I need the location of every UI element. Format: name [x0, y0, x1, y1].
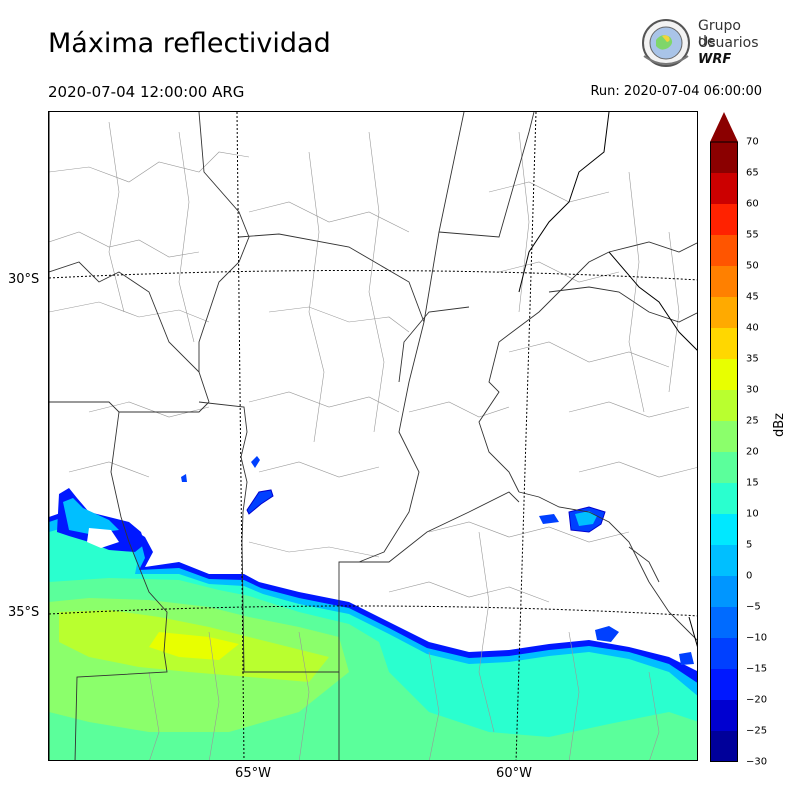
colorbar-tick-label: 20: [746, 446, 759, 458]
colorbar-tick-label: 15: [746, 477, 759, 489]
border-lines: [49, 112, 697, 760]
colorbar-tick-label: −10: [746, 632, 768, 644]
colorbar-svg: [710, 112, 738, 763]
cell-coast: [679, 652, 694, 665]
colorbar-tick-label: 5: [746, 539, 753, 551]
colorbar-swatch: [710, 669, 738, 701]
colorbar-tick-label: 35: [746, 353, 759, 365]
map-svg: [49, 112, 697, 760]
cell-small-east: [539, 514, 559, 524]
logo-text-line1: Grupo de: [698, 18, 741, 50]
colorbar-swatch: [710, 545, 738, 577]
cell-west-cyan: [63, 498, 119, 534]
colorbar-tick-label: 65: [746, 167, 759, 179]
lon-label-65w: 65°W: [235, 766, 271, 781]
logo-text-line3: WRF: [698, 52, 732, 67]
cell-west-hole: [87, 528, 119, 548]
colorbar-swatch: [710, 576, 738, 608]
lat-label-35s: 35°S: [8, 605, 40, 620]
valid-time: 2020-07-04 12:00:00 ARG: [48, 83, 245, 101]
colorbar-swatch: [710, 204, 738, 236]
lat-label-30s: 30°S: [8, 272, 40, 287]
colorbar-tick-label: −15: [746, 663, 768, 675]
colorbar-tick-label: 50: [746, 260, 759, 272]
colorbar-tick-label: −20: [746, 694, 768, 706]
colorbar-tick-label: 45: [746, 291, 759, 303]
logo-text-line2: Usuarios: [698, 35, 759, 51]
cell-cordoba: [246, 489, 274, 515]
colorbar-swatch: [710, 173, 738, 205]
colorbar-frame: [710, 141, 738, 762]
colorbar-swatch: [710, 359, 738, 391]
cell-rosario-core: [575, 511, 597, 526]
colorbar-tick-label: 10: [746, 508, 759, 520]
graticule: [49, 112, 697, 760]
lon-label-60w: 60°W: [496, 766, 532, 781]
colorbar-swatch: [710, 235, 738, 267]
colorbar-swatch: [710, 452, 738, 484]
colorbar-tick-label: −30: [746, 756, 768, 768]
colorbar-swatch: [710, 297, 738, 329]
province-boundaries: [49, 112, 697, 760]
colorbar-tick-label: 60: [746, 198, 759, 210]
colorbar-swatch: [710, 514, 738, 546]
colorbar-label: dBz: [772, 413, 787, 437]
cell-bsas: [595, 626, 619, 642]
wrf-logo: Grupo de Usuarios WRF: [638, 16, 762, 74]
map-title: Máxima reflectividad: [48, 28, 331, 59]
colorbar-swatch: [710, 483, 738, 515]
colorbar-swatch: [710, 607, 738, 639]
wrf-globe-icon: [642, 19, 690, 67]
colorbar-tick-label: −25: [746, 725, 768, 737]
colorbar-swatch: [710, 638, 738, 670]
colorbar-swatch: [710, 731, 738, 763]
colorbar-tick-label: −5: [746, 601, 761, 613]
colorbar-tick-label: 55: [746, 229, 759, 241]
colorbar: [710, 112, 738, 763]
colorbar-swatch: [710, 700, 738, 732]
colorbar-tick-label: 40: [746, 322, 759, 334]
colorbar-tick-label: 25: [746, 415, 759, 427]
colorbar-swatch: [710, 421, 738, 453]
colorbar-swatch: [710, 390, 738, 422]
cell-small-west: [181, 474, 187, 482]
run-time: Run: 2020-07-04 06:00:00: [590, 84, 762, 99]
echo-yellow: [149, 632, 239, 660]
colorbar-extension-triangle: [710, 112, 738, 142]
colorbar-tick-label: 0: [746, 570, 753, 582]
colorbar-tick-label: 70: [746, 136, 759, 148]
map-panel[interactable]: [48, 111, 698, 761]
colorbar-swatch: [710, 142, 738, 174]
cell-north: [251, 456, 260, 468]
colorbar-swatch: [710, 266, 738, 298]
colorbar-swatch: [710, 328, 738, 360]
reflectivity-field: [49, 456, 697, 760]
colorbar-tick-label: 30: [746, 384, 759, 396]
